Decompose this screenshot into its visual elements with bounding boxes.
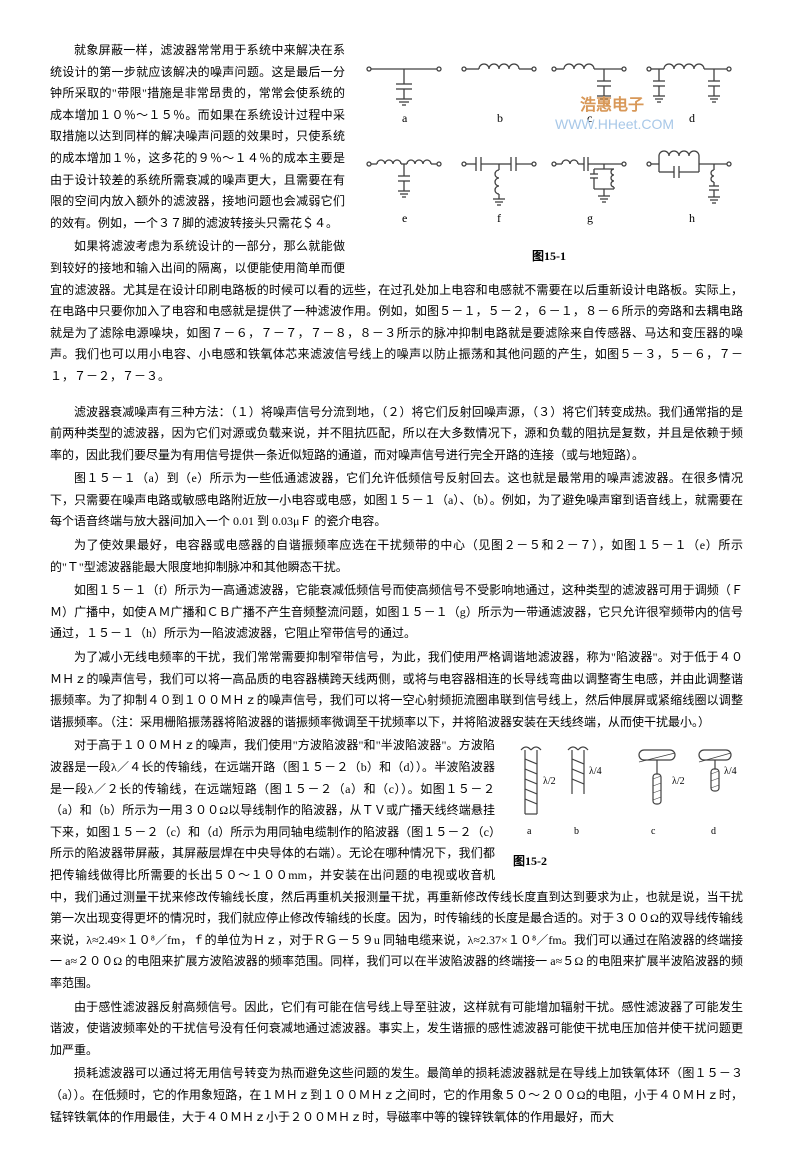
figure-15-1-svg: a b c d e f g h (359, 44, 739, 244)
figure-15-1-label: 图15-1 (359, 246, 739, 268)
fig152-letter-c: c (651, 826, 656, 837)
fig151-letter-d: d (689, 111, 695, 125)
paragraph-4: 图１５－１（a）到（e）所示为一些低通滤波器，它们允许低频信号反射回去。这也就是… (50, 468, 743, 533)
fig151-letter-f: f (497, 211, 501, 225)
figure-15-2: λ/2 λ/4 λ/2 λ/4 a b c d 图15-2 (505, 735, 743, 877)
fig152-letter-d: d (711, 826, 716, 837)
paragraph-10: 损耗滤波器可以通过将无用信号转变为热而避免这些问题的发生。最简单的损耗滤波器就是… (50, 1063, 743, 1128)
fig151-letter-g: g (587, 211, 593, 225)
svg-text:λ/4: λ/4 (724, 766, 737, 777)
fig151-letter-e: e (402, 211, 407, 225)
fig151-letter-a: a (402, 111, 408, 125)
paragraph-3: 滤波器衰减噪声有三种方法：（１）将噪声信号分流到地，（２）将它们反射回噪声源，（… (50, 402, 743, 467)
figure-15-2-label: 图15-2 (509, 851, 739, 873)
figure-15-2-svg: λ/2 λ/4 λ/2 λ/4 a b c d (509, 739, 739, 849)
fig152-letter-b: b (574, 826, 579, 837)
paragraph-9: 由于感性滤波器反射高频信号。因此，它们有可能在信号线上导至驻波，这样就有可能增加… (50, 997, 743, 1062)
svg-text:λ/4: λ/4 (589, 766, 602, 777)
fig152-letter-a: a (527, 826, 532, 837)
fig151-letter-h: h (689, 211, 695, 225)
figure-15-1: a b c d e f g h 浩惠电子 WWW.HHeet.COM 图15-1 (355, 40, 743, 272)
svg-text:λ/2: λ/2 (543, 776, 556, 787)
watermark-cn: 浩惠电子 (580, 92, 644, 121)
svg-text:λ/2: λ/2 (672, 776, 685, 787)
paragraph-5: 为了使效果最好，电容器或电感器的自谐振频率应选在干扰频带的中心（见图２－５和２－… (50, 535, 743, 578)
paragraph-6: 如图１５－１（f）所示为一高通滤波器，它能衰减低频信号而使高频信号不受影响地通过… (50, 580, 743, 645)
paragraph-7: 为了减小无线电频率的干扰，我们常常需要抑制窄带信号，为此，我们使用严格调谐地滤波… (50, 647, 743, 733)
fig151-letter-b: b (497, 111, 503, 125)
